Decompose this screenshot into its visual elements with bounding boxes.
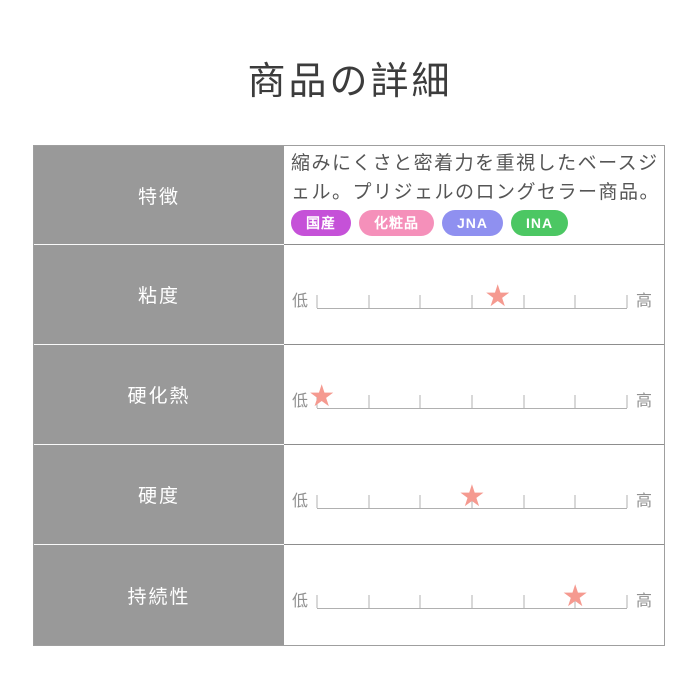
scale-tick — [316, 595, 318, 608]
page-title: 商品の詳細 — [247, 61, 453, 103]
scale-tick — [368, 494, 370, 508]
row-label-curing-heat: 硬化熱 — [34, 345, 284, 445]
scale-cell-durability: 低 ★ 高 — [284, 545, 664, 645]
scale-high-label: 高 — [635, 392, 652, 410]
row-label-viscosity: 粘度 — [34, 245, 284, 345]
scale-cell-hardness: 低 ★ 高 — [284, 445, 664, 545]
scale-tick — [471, 494, 473, 508]
scale-tick — [574, 294, 576, 308]
scale-cell-viscosity: 低 ★ 高 — [284, 245, 664, 345]
scale-tick — [626, 494, 628, 508]
badge-jna: JNA — [442, 210, 504, 236]
scale-tick — [471, 394, 473, 408]
product-detail-table: 特徴 縮みにくさと密着力を重視したベースジェル。プリジェルのロングセラー商品。 … — [33, 145, 665, 646]
scale-tick — [574, 394, 576, 408]
badge-row: 国産 化粧品 JNA INA — [291, 210, 660, 236]
scale-low-label: 低 — [292, 492, 309, 510]
scale-tick — [419, 595, 421, 608]
table-row-viscosity: 粘度 低 ★ 高 — [34, 245, 664, 345]
scale-tick — [368, 595, 370, 608]
scale-tick — [574, 494, 576, 508]
star-icon: ★ — [458, 479, 486, 513]
row-label-durability: 持続性 — [34, 545, 284, 645]
badge-domestic: 国産 — [291, 210, 351, 236]
scale-tick — [626, 394, 628, 408]
scale-tick — [419, 394, 421, 408]
badge-cosmetics: 化粧品 — [359, 210, 434, 236]
scale-tick — [523, 394, 525, 408]
scale-track: ★ — [316, 481, 628, 511]
scale-high-label: 高 — [635, 593, 652, 610]
scale-tick — [316, 494, 318, 508]
scale-low-label: 低 — [292, 593, 309, 610]
scale-track: ★ — [308, 381, 628, 411]
scale-tick — [316, 394, 318, 408]
star-icon: ★ — [561, 580, 589, 613]
scale-low-label: 低 — [292, 292, 309, 310]
scale-tick — [626, 294, 628, 308]
scale-tick — [471, 595, 473, 608]
scale-tick — [316, 294, 318, 308]
table-row-curing-heat: 硬化熱 低 ★ 高 — [34, 345, 664, 445]
feature-description: 縮みにくさと密着力を重視したベースジェル。プリジェルのロングセラー商品。 — [291, 153, 661, 203]
table-row-hardness: 硬度 低 ★ 高 — [34, 445, 664, 545]
scale-tick — [523, 494, 525, 508]
scale-high-label: 高 — [635, 292, 652, 310]
scale-cell-curing-heat: 低 ★ 高 — [284, 345, 664, 445]
scale-tick — [471, 294, 473, 308]
scale-high-label: 高 — [635, 492, 652, 510]
scale-tick — [523, 595, 525, 608]
table-row-durability: 持続性 低 ★ 高 — [34, 545, 664, 645]
scale-tick — [574, 595, 576, 608]
scale-track: ★ — [316, 582, 628, 612]
star-icon: ★ — [484, 279, 512, 313]
star-icon: ★ — [308, 379, 336, 413]
row-label-hardness: 硬度 — [34, 445, 284, 545]
row-label-feature: 特徴 — [34, 146, 284, 245]
scale-tick — [419, 294, 421, 308]
table-row-feature: 特徴 縮みにくさと密着力を重視したベースジェル。プリジェルのロングセラー商品。 … — [34, 146, 664, 245]
badge-ina: INA — [511, 210, 569, 236]
scale-tick — [368, 294, 370, 308]
scale-track: ★ — [316, 281, 628, 311]
scale-tick — [419, 494, 421, 508]
scale-tick — [626, 595, 628, 608]
scale-tick — [523, 294, 525, 308]
feature-cell: 縮みにくさと密着力を重視したベースジェル。プリジェルのロングセラー商品。 国産 … — [284, 146, 664, 245]
scale-low-label: 低 — [292, 392, 309, 410]
scale-tick — [368, 394, 370, 408]
